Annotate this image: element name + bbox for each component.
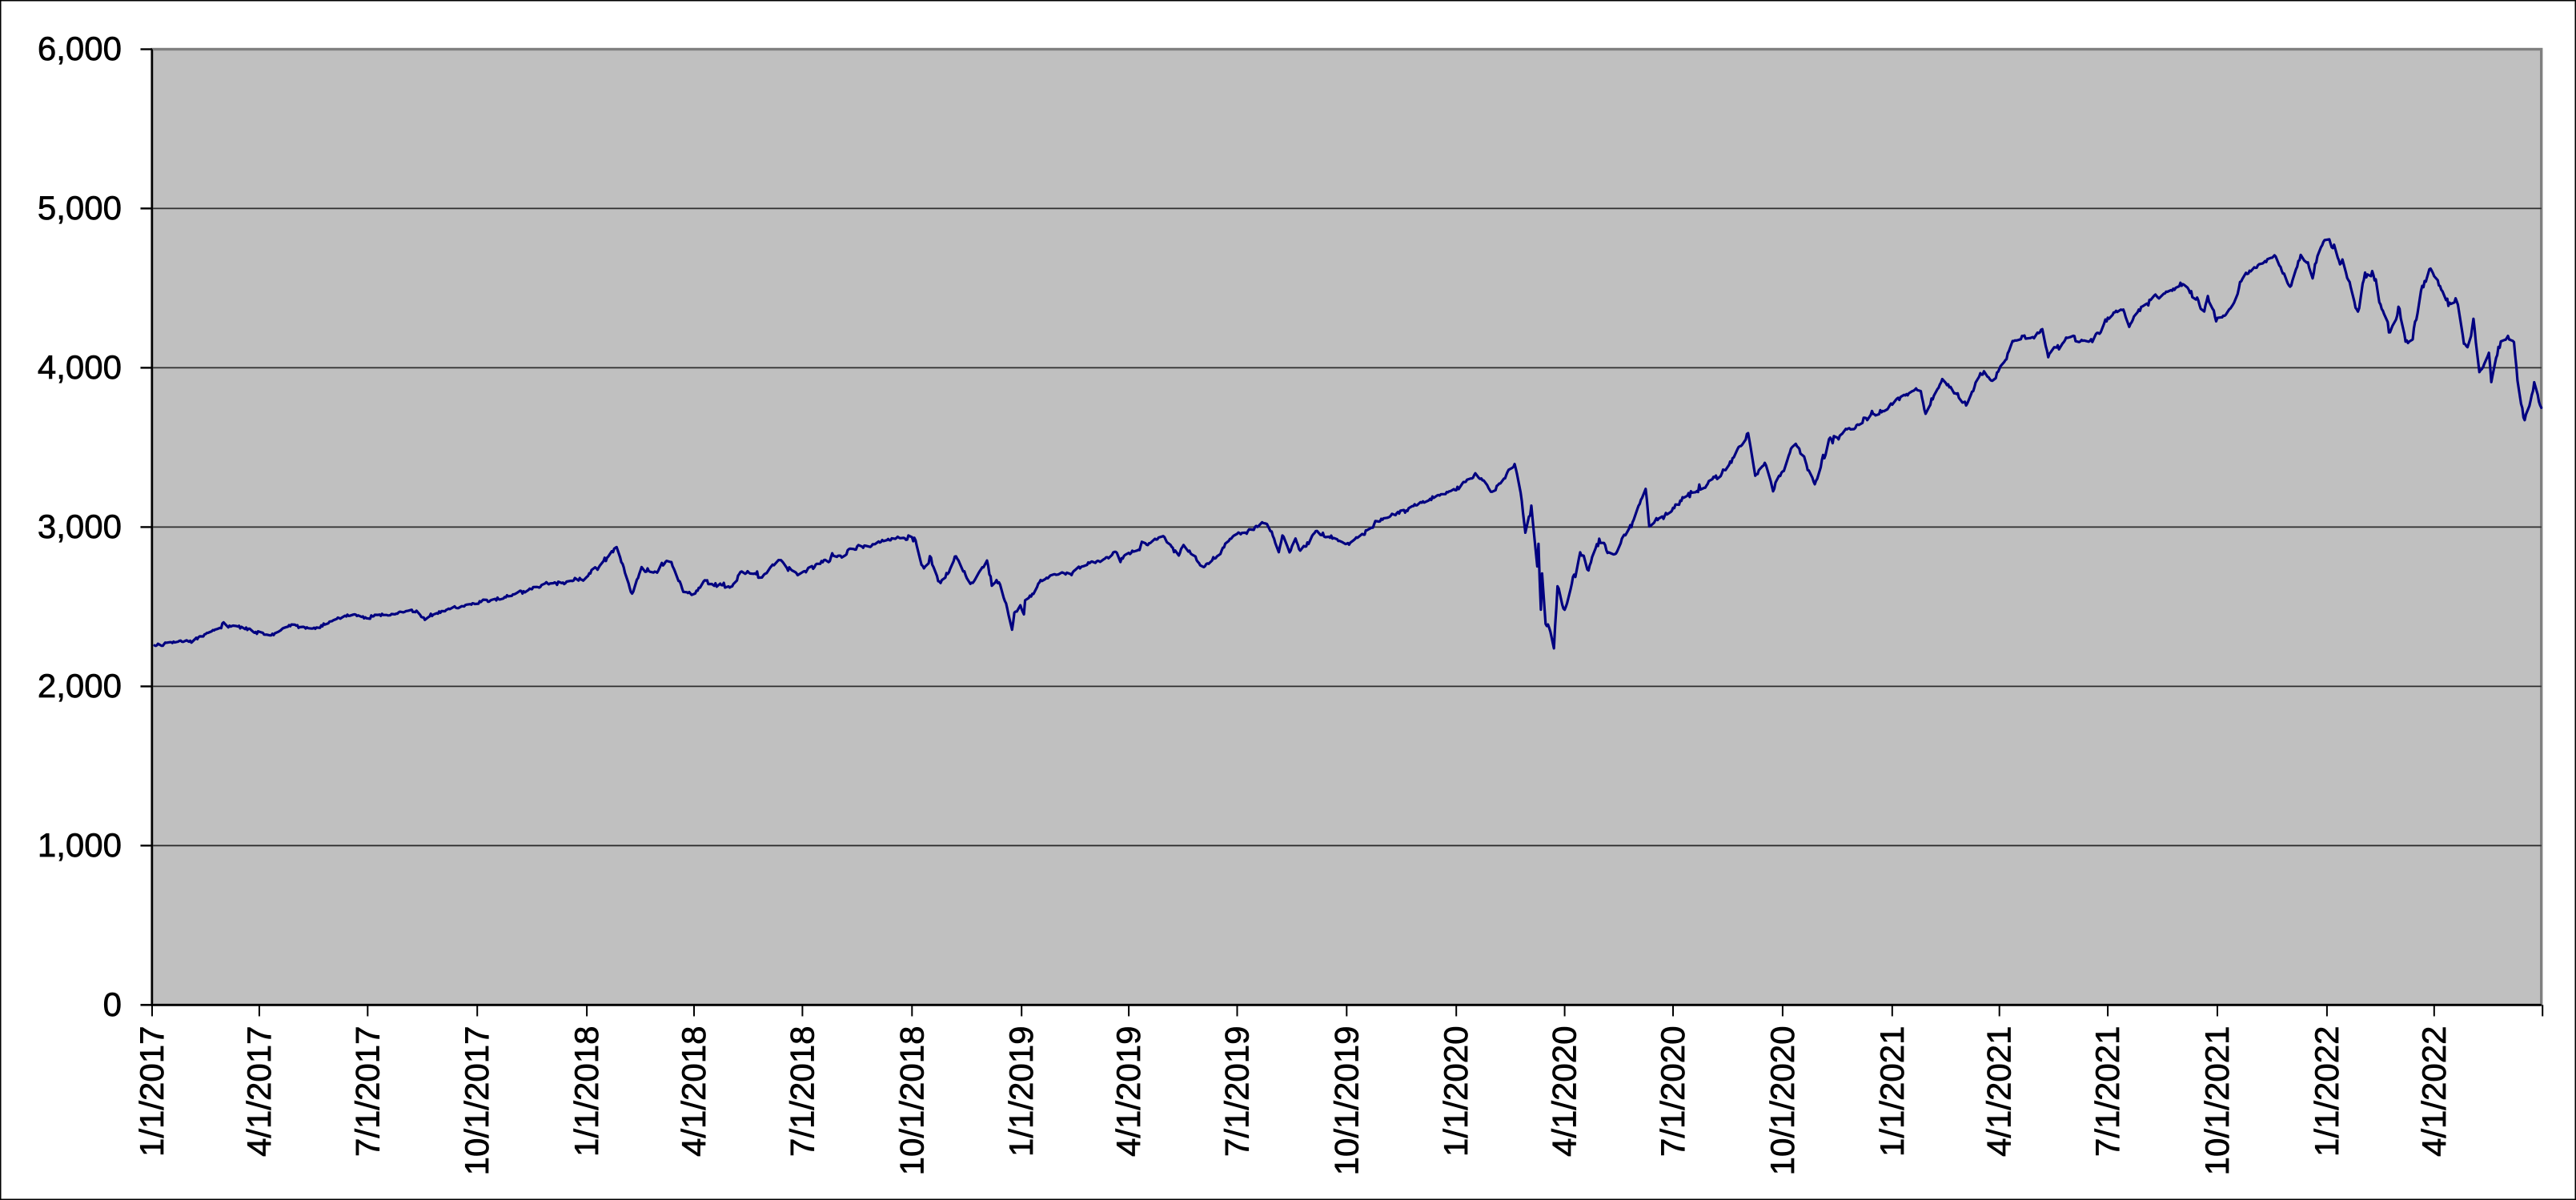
svg-text:1/1/2021: 1/1/2021 [1873, 1026, 1911, 1158]
svg-text:4/1/2020: 4/1/2020 [1546, 1026, 1583, 1158]
svg-text:10/1/2020: 10/1/2020 [1763, 1026, 1801, 1176]
svg-text:4/1/2022: 4/1/2022 [2415, 1026, 2453, 1158]
svg-text:10/1/2017: 10/1/2017 [458, 1026, 496, 1176]
svg-text:4,000: 4,000 [38, 348, 122, 386]
svg-text:7/1/2020: 7/1/2020 [1654, 1026, 1691, 1158]
svg-text:5,000: 5,000 [38, 189, 122, 227]
svg-text:1/1/2017: 1/1/2017 [133, 1026, 171, 1158]
svg-text:2,000: 2,000 [38, 667, 122, 704]
svg-text:10/1/2018: 10/1/2018 [893, 1026, 930, 1176]
svg-text:1/1/2018: 1/1/2018 [568, 1026, 605, 1158]
svg-text:4/1/2018: 4/1/2018 [675, 1026, 712, 1158]
svg-text:4/1/2017: 4/1/2017 [240, 1026, 278, 1158]
svg-text:7/1/2019: 7/1/2019 [1218, 1026, 1256, 1158]
svg-text:1/1/2019: 1/1/2019 [1002, 1026, 1040, 1158]
svg-text:4/1/2019: 4/1/2019 [1109, 1026, 1147, 1158]
svg-text:10/1/2021: 10/1/2021 [2198, 1026, 2236, 1176]
svg-text:4/1/2021: 4/1/2021 [1980, 1026, 2018, 1158]
svg-text:1/1/2020: 1/1/2020 [1437, 1026, 1475, 1158]
svg-text:7/1/2017: 7/1/2017 [348, 1026, 386, 1158]
svg-text:0: 0 [103, 985, 122, 1023]
svg-text:3,000: 3,000 [38, 508, 122, 545]
svg-text:6,000: 6,000 [38, 30, 122, 67]
svg-text:10/1/2019: 10/1/2019 [1327, 1026, 1365, 1176]
svg-text:1/1/2022: 1/1/2022 [2308, 1026, 2345, 1158]
svg-text:1,000: 1,000 [38, 826, 122, 864]
svg-text:7/1/2018: 7/1/2018 [783, 1026, 821, 1158]
svg-text:7/1/2021: 7/1/2021 [2088, 1026, 2126, 1158]
